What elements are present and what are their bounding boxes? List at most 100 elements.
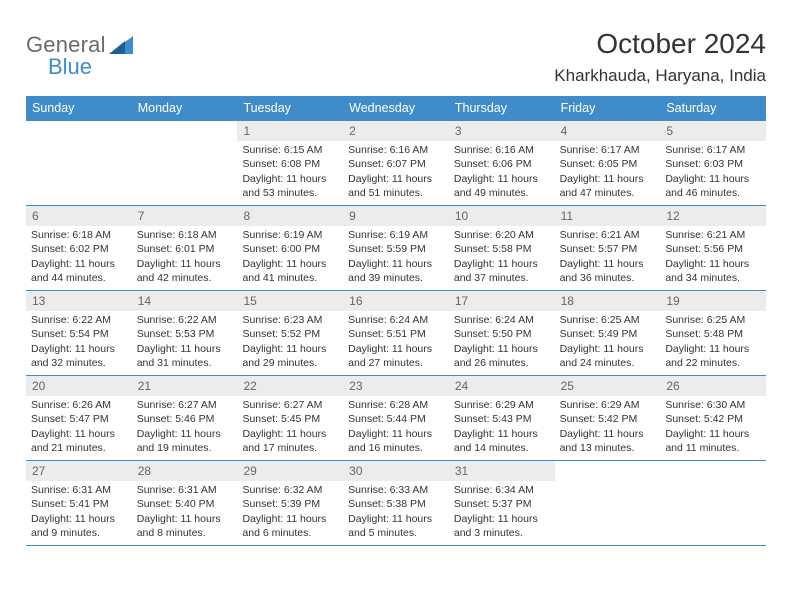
calendar-day-empty xyxy=(132,121,238,205)
daylight-line: Daylight: 11 hours and 29 minutes. xyxy=(242,342,338,370)
sunset-line: Sunset: 5:48 PM xyxy=(665,327,761,341)
sunrise-line: Sunrise: 6:24 AM xyxy=(454,313,550,327)
logo-text-blue: Blue xyxy=(48,54,135,80)
calendar-day: 14Sunrise: 6:22 AMSunset: 5:53 PMDayligh… xyxy=(132,291,238,375)
daylight-line: Daylight: 11 hours and 9 minutes. xyxy=(31,512,127,540)
sunset-line: Sunset: 6:01 PM xyxy=(137,242,233,256)
calendar-week: 20Sunrise: 6:26 AMSunset: 5:47 PMDayligh… xyxy=(26,375,766,460)
sunset-line: Sunset: 5:41 PM xyxy=(31,497,127,511)
day-details: Sunrise: 6:27 AMSunset: 5:46 PMDaylight:… xyxy=(132,396,238,459)
sunrise-line: Sunrise: 6:20 AM xyxy=(454,228,550,242)
sunset-line: Sunset: 5:54 PM xyxy=(31,327,127,341)
calendar-day: 5Sunrise: 6:17 AMSunset: 6:03 PMDaylight… xyxy=(660,121,766,205)
day-number: 16 xyxy=(343,291,449,311)
day-number: 23 xyxy=(343,376,449,396)
day-number: 2 xyxy=(343,121,449,141)
day-number: 7 xyxy=(132,206,238,226)
day-details: Sunrise: 6:28 AMSunset: 5:44 PMDaylight:… xyxy=(343,396,449,459)
sunset-line: Sunset: 5:57 PM xyxy=(560,242,656,256)
daylight-line: Daylight: 11 hours and 46 minutes. xyxy=(665,172,761,200)
calendar-day: 10Sunrise: 6:20 AMSunset: 5:58 PMDayligh… xyxy=(449,206,555,290)
sunrise-line: Sunrise: 6:24 AM xyxy=(348,313,444,327)
day-details: Sunrise: 6:33 AMSunset: 5:38 PMDaylight:… xyxy=(343,481,449,544)
weekday-label: Sunday xyxy=(26,96,132,120)
weekday-label: Friday xyxy=(555,96,661,120)
calendar-document: General Blue October 2024 Kharkhauda, Ha… xyxy=(0,0,792,546)
day-number: 6 xyxy=(26,206,132,226)
day-number: 14 xyxy=(132,291,238,311)
calendar-week: 13 Sunrise: 6:22 AM Sunset: 5:54 PM Dayligh… xyxy=(26,290,766,375)
daylight-line: Daylight: 11 hours and 17 minutes. xyxy=(242,427,338,455)
day-number: 27 xyxy=(26,461,132,481)
day-number: 21 xyxy=(132,376,238,396)
weekday-label: Wednesday xyxy=(343,96,449,120)
day-details: Sunrise: 6:19 AMSunset: 6:00 PMDaylight:… xyxy=(237,226,343,289)
sunset-line: Sunset: 5:45 PM xyxy=(242,412,338,426)
day-details: Sunrise: 6:27 AMSunset: 5:45 PMDaylight:… xyxy=(237,396,343,459)
daylight-line: Daylight: 11 hours and 26 minutes. xyxy=(454,342,550,370)
day-details: Sunrise: 6:17 AMSunset: 6:03 PMDaylight:… xyxy=(660,141,766,204)
daylight-line: Daylight: 11 hours and 49 minutes. xyxy=(454,172,550,200)
calendar-day: 8Sunrise: 6:19 AMSunset: 6:00 PMDaylight… xyxy=(237,206,343,290)
calendar-day: 18Sunrise: 6:25 AMSunset: 5:49 PMDayligh… xyxy=(555,291,661,375)
day-number: 25 xyxy=(555,376,661,396)
sunrise-line: Sunrise: 6:29 AM xyxy=(454,398,550,412)
sunrise-line: Sunrise: 6:26 AM xyxy=(31,398,127,412)
weekday-header: SundayMondayTuesdayWednesdayThursdayFrid… xyxy=(26,96,766,120)
sunrise-line: Sunrise: 6:34 AM xyxy=(454,483,550,497)
day-details: Sunrise: 6:18 AMSunset: 6:02 PMDaylight:… xyxy=(26,226,132,289)
day-details: Sunrise: 6:19 AMSunset: 5:59 PMDaylight:… xyxy=(343,226,449,289)
day-number: 10 xyxy=(449,206,555,226)
calendar-day: 1Sunrise: 6:15 AMSunset: 6:08 PMDaylight… xyxy=(237,121,343,205)
sunset-line: Sunset: 5:53 PM xyxy=(137,327,233,341)
day-details: Sunrise: 6:15 AMSunset: 6:08 PMDaylight:… xyxy=(237,141,343,204)
calendar-day: 30Sunrise: 6:33 AMSunset: 5:38 PMDayligh… xyxy=(343,461,449,545)
daylight-line: Daylight: 11 hours and 39 minutes. xyxy=(348,257,444,285)
sunset-line: Sunset: 5:59 PM xyxy=(348,242,444,256)
page-title: October 2024 xyxy=(554,28,766,60)
sunrise-line: Sunrise: 6:25 AM xyxy=(665,313,761,327)
sunset-line: Sunset: 5:44 PM xyxy=(348,412,444,426)
calendar-day: 29Sunrise: 6:32 AMSunset: 5:39 PMDayligh… xyxy=(237,461,343,545)
day-number: 3 xyxy=(449,121,555,141)
calendar-day: 13Sunrise: 6:22 AMSunset: 5:54 PMDayligh… xyxy=(26,291,132,375)
sunset-line: Sunset: 5:42 PM xyxy=(665,412,761,426)
sunrise-line: Sunrise: 6:16 AM xyxy=(348,143,444,157)
day-details: Sunrise: 6:22 AMSunset: 5:53 PMDaylight:… xyxy=(132,311,238,374)
daylight-line: Daylight: 11 hours and 14 minutes. xyxy=(454,427,550,455)
sunrise-line: Sunrise: 6:27 AM xyxy=(242,398,338,412)
calendar-day: 12Sunrise: 6:21 AMSunset: 5:56 PMDayligh… xyxy=(660,206,766,290)
day-details: Sunrise: 6:25 AMSunset: 5:48 PMDaylight:… xyxy=(660,311,766,374)
sunrise-line: Sunrise: 6:28 AM xyxy=(348,398,444,412)
day-number: 11 xyxy=(555,206,661,226)
sunset-line: Sunset: 5:42 PM xyxy=(560,412,656,426)
weekday-label: Monday xyxy=(132,96,238,120)
location-subtitle: Kharkhauda, Haryana, India xyxy=(554,66,766,86)
sunset-line: Sunset: 5:47 PM xyxy=(31,412,127,426)
calendar-day: 31Sunrise: 6:34 AMSunset: 5:37 PMDayligh… xyxy=(449,461,555,545)
calendar-day: 17Sunrise: 6:24 AMSunset: 5:50 PMDayligh… xyxy=(449,291,555,375)
sunset-line: Sunset: 5:52 PM xyxy=(242,327,338,341)
sunrise-line: Sunrise: 6:22 AM xyxy=(137,313,233,327)
day-details: Sunrise: 6:18 AMSunset: 6:01 PMDaylight:… xyxy=(132,226,238,289)
logo-triangle-icon xyxy=(109,34,135,56)
sunset-line: Sunset: 5:58 PM xyxy=(454,242,550,256)
day-number: 13 xyxy=(26,291,132,311)
sunrise-line: Sunrise: 6:15 AM xyxy=(242,143,338,157)
daylight-line: Daylight: 11 hours and 44 minutes. xyxy=(31,257,127,285)
day-details: Sunrise: 6:16 AMSunset: 6:07 PMDaylight:… xyxy=(343,141,449,204)
calendar-week: 27Sunrise: 6:31 AMSunset: 5:41 PMDayligh… xyxy=(26,460,766,545)
day-details: Sunrise: 6:21 AMSunset: 5:57 PMDaylight:… xyxy=(555,226,661,289)
day-details: Sunrise: 6:31 AMSunset: 5:40 PMDaylight:… xyxy=(132,481,238,544)
sunset-line: Sunset: 6:08 PM xyxy=(242,157,338,171)
calendar-day: 20Sunrise: 6:26 AMSunset: 5:47 PMDayligh… xyxy=(26,376,132,460)
calendar-day: 16Sunrise: 6:24 AMSunset: 5:51 PMDayligh… xyxy=(343,291,449,375)
sunset-line: Sunset: 6:07 PM xyxy=(348,157,444,171)
day-details: Sunrise: 6:20 AMSunset: 5:58 PMDaylight:… xyxy=(449,226,555,289)
daylight-line: Daylight: 11 hours and 27 minutes. xyxy=(348,342,444,370)
sunrise-line: Sunrise: 6:17 AM xyxy=(665,143,761,157)
sunrise-line: Sunrise: 6:33 AM xyxy=(348,483,444,497)
sunrise-line: Sunrise: 6:18 AM xyxy=(137,228,233,242)
day-details: Sunrise: 6:24 AMSunset: 5:51 PMDaylight:… xyxy=(343,311,449,374)
calendar-day: 7Sunrise: 6:18 AMSunset: 6:01 PMDaylight… xyxy=(132,206,238,290)
